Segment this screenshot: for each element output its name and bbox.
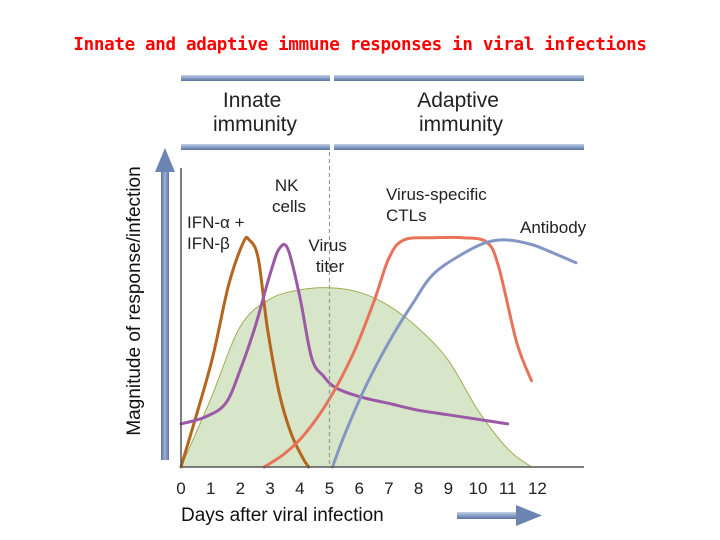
antibody-label: Antibody [520,218,587,237]
x-tick-label: 8 [414,479,423,498]
innate-label: Innate immunity [213,89,298,136]
x-tick-label: 3 [265,479,274,498]
x-tick-label: 9 [444,479,453,498]
ctl-label: Virus-specific CTLs [386,185,492,225]
innate-bottom-bar [181,144,330,150]
series-antibody-curve [331,238,578,469]
x-tick-label: 2 [236,479,245,498]
y-axis-title: Magnitude of response/infection [124,166,145,435]
plot-area [179,235,578,469]
adaptive-top-bar [334,75,584,81]
series-nk-curve [179,242,510,426]
nk-cells-label: NK cells [272,176,306,216]
page-title: Innate and adaptive immune responses in … [73,35,647,55]
adaptive-label: Adaptive immunity [417,89,505,136]
innate-top-bar [181,75,330,81]
ifn-label: IFN-α + IFN-β [187,213,249,253]
series-ctl-curve [262,235,533,469]
x-tick-label: 4 [295,479,304,498]
x-axis-arrow [457,505,542,526]
virus-titer-label: Virus titer [308,236,351,276]
x-tick-label: 6 [354,479,363,498]
x-tick-label: 12 [528,479,547,498]
series-ifn-curve [179,235,311,469]
x-axis-title: Days after viral infection [181,505,384,526]
x-tick-label: 10 [469,479,488,498]
series-virus-curve [180,287,534,468]
x-tick-label: 1 [206,479,215,498]
y-axis-arrow [155,148,175,460]
x-tick-label: 0 [176,479,185,498]
x-tick-label: 5 [325,479,334,498]
x-tick-label: 11 [499,479,517,498]
x-tick-labels: 0 1 2 3 4 5 6 7 8 9 10 11 12 [176,479,547,498]
x-tick-label: 7 [384,479,393,498]
adaptive-bottom-bar [334,144,584,150]
